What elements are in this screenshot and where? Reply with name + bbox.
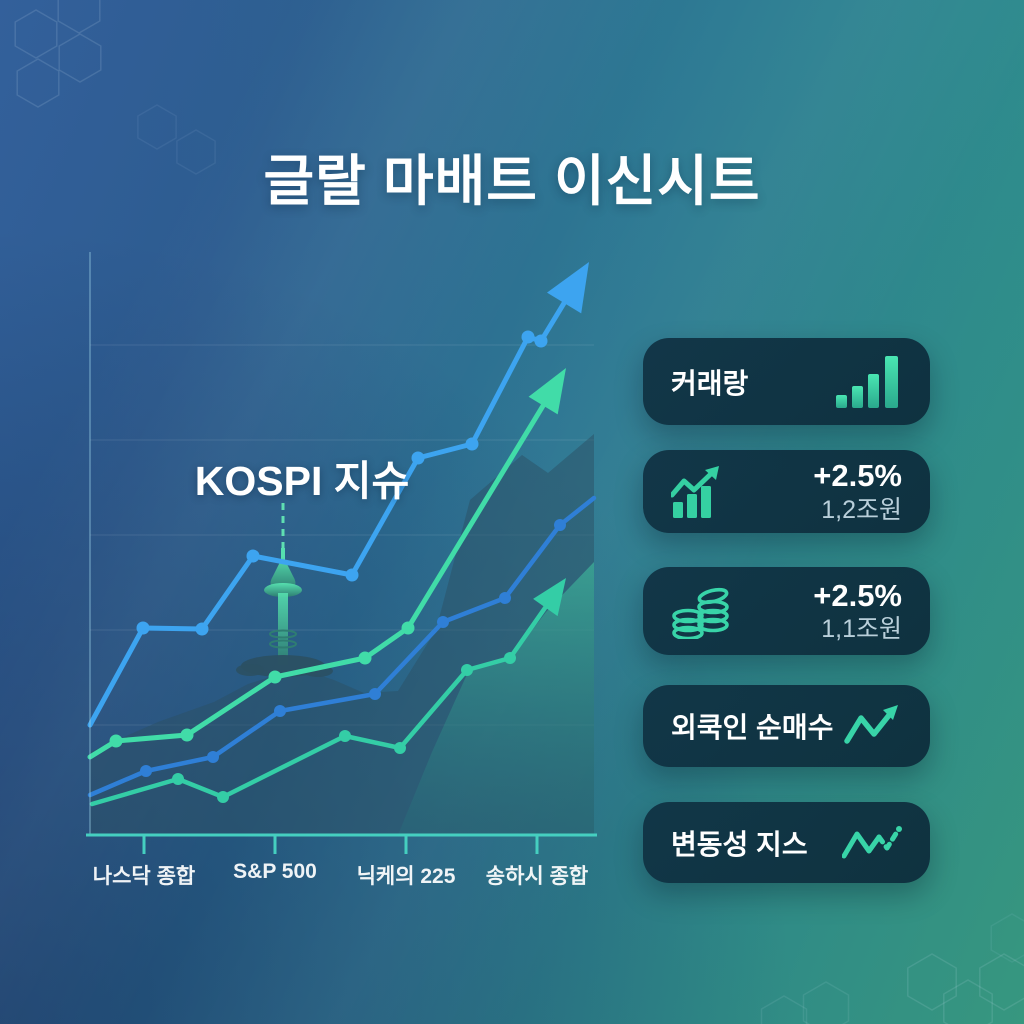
percent-change: +2.5% xyxy=(813,458,902,494)
highlight-area xyxy=(398,562,594,835)
index-line-bottom-teal-arrowhead xyxy=(533,578,566,617)
kospi-line-green-arrowhead xyxy=(528,368,566,415)
card-market-cap[interactable]: +2.5% 1,1조원 xyxy=(643,567,930,655)
amount-value: 1,1조원 xyxy=(821,615,902,644)
volatility-icon xyxy=(842,822,902,864)
amount-value: 1,2조원 xyxy=(821,495,902,524)
page-title: 글랄 마배트 이신시트 xyxy=(263,150,761,212)
card-volatility-index-label: 변동성 지스 xyxy=(671,828,808,860)
index-line-top-blue xyxy=(87,282,578,728)
volume-bars-icon xyxy=(836,355,902,409)
chart-up-icon xyxy=(671,464,735,520)
kospi-annotation: KOSPI 지슈 xyxy=(194,458,410,504)
card-index-gain-values: +2.5% 1,2조원 xyxy=(813,458,902,524)
index-line-top-blue-arrowhead xyxy=(547,262,589,314)
card-foreign-net-buying[interactable]: 외쿡인 순매수 xyxy=(643,685,930,767)
card-volatility-index[interactable]: 변동성 지스 xyxy=(643,802,930,883)
card-index-gain[interactable]: +2.5% 1,2조원 xyxy=(643,450,930,533)
namsan-tower-silhouette xyxy=(236,503,333,677)
index-line-bottom-teal xyxy=(89,591,557,807)
card-market-cap-values: +2.5% 1,1조원 xyxy=(813,577,902,644)
card-trading-volume[interactable]: 커래랑 xyxy=(643,338,930,425)
card-trading-volume-label: 커래랑 xyxy=(671,367,749,399)
percent-change: +2.5% xyxy=(813,577,902,613)
card-foreign-net-buying-label: 외쿡인 순매수 xyxy=(671,712,834,743)
coins-icon xyxy=(671,583,733,639)
trend-arrow-icon xyxy=(844,703,902,749)
